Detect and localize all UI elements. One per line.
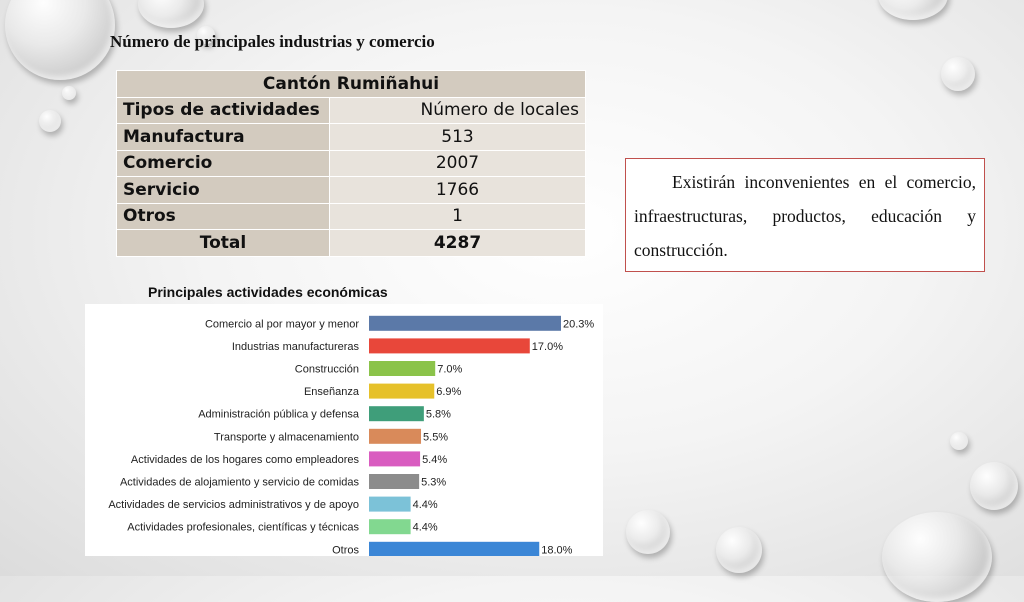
data-label: 5.8% — [426, 409, 451, 421]
category-label: Actividades de alojamiento y servicio de… — [120, 477, 360, 489]
table-row: Otros 1 — [116, 202, 586, 230]
category-label: Otros — [332, 544, 359, 556]
table-row: Comercio 2007 — [116, 149, 586, 177]
bar — [369, 338, 530, 354]
water-drop-decoration — [197, 26, 215, 44]
bar — [369, 361, 436, 376]
category-label: Actividades de servicios administrativos… — [108, 499, 359, 511]
data-label: 4.4% — [413, 522, 438, 534]
water-drop-decoration — [970, 462, 1018, 510]
bar — [369, 541, 540, 556]
row-value: 1 — [329, 202, 586, 230]
bar — [369, 519, 411, 535]
category-label: Actividades de los hogares como empleado… — [131, 454, 360, 466]
category-label: Actividades profesionales, científicas y… — [127, 522, 359, 534]
data-label: 20.3% — [563, 318, 594, 330]
data-label: 17.0% — [532, 341, 563, 353]
bar — [369, 474, 420, 489]
locales-table: Cantón Rumiñahui Tipos de actividades Nú… — [116, 70, 586, 257]
table-header-canton: Cantón Rumiñahui — [116, 70, 586, 98]
column-header-count: Número de locales — [329, 96, 586, 124]
table-header-row: Cantón Rumiñahui — [116, 70, 586, 98]
bar-chart: Comercio al por mayor y menor 20.3% Indust… — [85, 304, 603, 556]
water-drop-decoration — [5, 0, 115, 80]
water-drop-decoration — [62, 86, 76, 100]
category-label: Comercio al por mayor y menor — [205, 318, 359, 330]
row-label: Comercio — [116, 149, 330, 177]
bar-chart-svg: Comercio al por mayor y menor 20.3% Indust… — [108, 315, 594, 556]
category-label: Construcción — [295, 364, 359, 376]
bar — [369, 428, 422, 444]
row-label: Servicio — [116, 176, 330, 204]
row-value: 1766 — [329, 176, 586, 204]
data-label: 4.4% — [413, 499, 438, 511]
chart-title: Principales actividades económicas — [148, 284, 388, 300]
category-label: Transporte y almacenamiento — [214, 431, 359, 443]
water-drop-decoration — [716, 527, 762, 573]
page-title: Número de principales industrias y comer… — [110, 32, 435, 51]
data-label: 6.9% — [436, 386, 461, 398]
water-drop-decoration — [878, 0, 948, 20]
water-drop-decoration — [138, 0, 204, 28]
bar — [369, 315, 561, 331]
column-header-activity: Tipos de actividades — [116, 96, 330, 124]
row-value: 2007 — [329, 149, 586, 177]
data-label: 5.3% — [421, 477, 446, 489]
table-column-header-row: Tipos de actividades Número de locales — [116, 96, 586, 124]
total-label: Total — [116, 229, 330, 257]
data-label: 5.5% — [423, 431, 448, 443]
bar — [369, 451, 421, 467]
water-drop-decoration — [39, 110, 61, 132]
row-value: 513 — [329, 123, 586, 151]
water-drop-decoration — [626, 510, 670, 554]
bar — [369, 406, 424, 422]
table-total-row: Total 4287 — [116, 229, 586, 257]
category-label: Administración pública y defensa — [198, 409, 360, 421]
water-drop-decoration — [941, 57, 975, 91]
water-drop-decoration — [950, 432, 968, 450]
row-label: Otros — [116, 202, 330, 230]
table-row: Manufactura 513 — [116, 123, 586, 151]
data-label: 18.0% — [541, 544, 572, 556]
data-label: 7.0% — [437, 364, 462, 376]
total-value: 4287 — [329, 229, 586, 257]
bar — [369, 496, 411, 512]
category-label: Enseñanza — [304, 386, 360, 398]
category-label: Industrias manufactureras — [232, 341, 360, 353]
bar — [369, 383, 435, 399]
water-drop-decoration — [882, 512, 992, 602]
table-row: Servicio 1766 — [116, 176, 586, 204]
data-label: 5.4% — [422, 454, 447, 466]
row-label: Manufactura — [116, 123, 330, 151]
note-box: Existirán inconvenientes en el comercio,… — [625, 158, 985, 272]
